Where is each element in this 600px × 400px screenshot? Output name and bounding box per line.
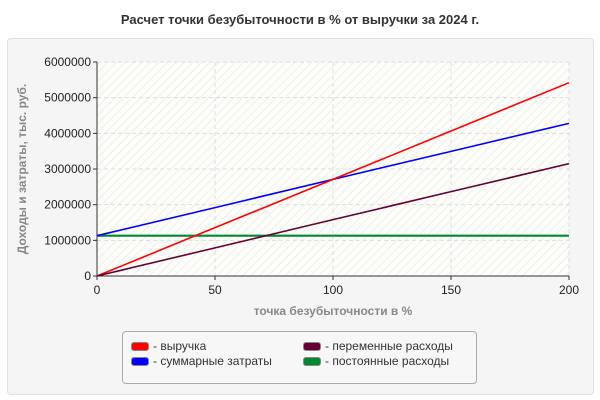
y-tick-label: 2000000 [44, 198, 91, 212]
legend-label: - переменные расходы [325, 339, 453, 353]
x-axis-label: точка безубыточности в % [254, 304, 413, 318]
x-tick-label: 200 [559, 283, 579, 297]
series-line [96, 81, 570, 277]
x-tick-label: 0 [94, 283, 101, 297]
y-tick-label: 4000000 [44, 126, 91, 140]
legend-item: - постоянные расходы [303, 354, 449, 368]
series-line [96, 162, 570, 277]
x-tick-label: 50 [208, 283, 222, 297]
legend: - выручка - суммарные затраты - переменные… [122, 331, 477, 384]
y-tick-label: 1000000 [44, 233, 91, 247]
legend-item: - выручка [131, 339, 206, 353]
legend-item: - переменные расходы [303, 339, 453, 353]
x-tick-label: 150 [441, 283, 461, 297]
y-tick-label: 6000000 [44, 55, 91, 69]
y-tick-label: 0 [84, 269, 91, 283]
legend-label: - постоянные расходы [325, 354, 450, 368]
legend-label: - выручка [153, 339, 207, 353]
legend-swatch [131, 341, 149, 351]
legend-swatch [303, 356, 321, 366]
chart-title: Расчет точки безубыточности в % от выруч… [120, 12, 480, 27]
y-tick-label: 5000000 [44, 91, 91, 105]
legend-swatch [131, 356, 149, 366]
y-axis-label: Доходы и затраты, тыс. руб. [15, 84, 29, 254]
legend-label: - суммарные затраты [153, 354, 272, 368]
legend-item: - суммарные затраты [131, 354, 272, 368]
x-tick-label: 100 [323, 283, 343, 297]
y-tick-label: 3000000 [44, 162, 91, 176]
legend-swatch [303, 341, 321, 351]
